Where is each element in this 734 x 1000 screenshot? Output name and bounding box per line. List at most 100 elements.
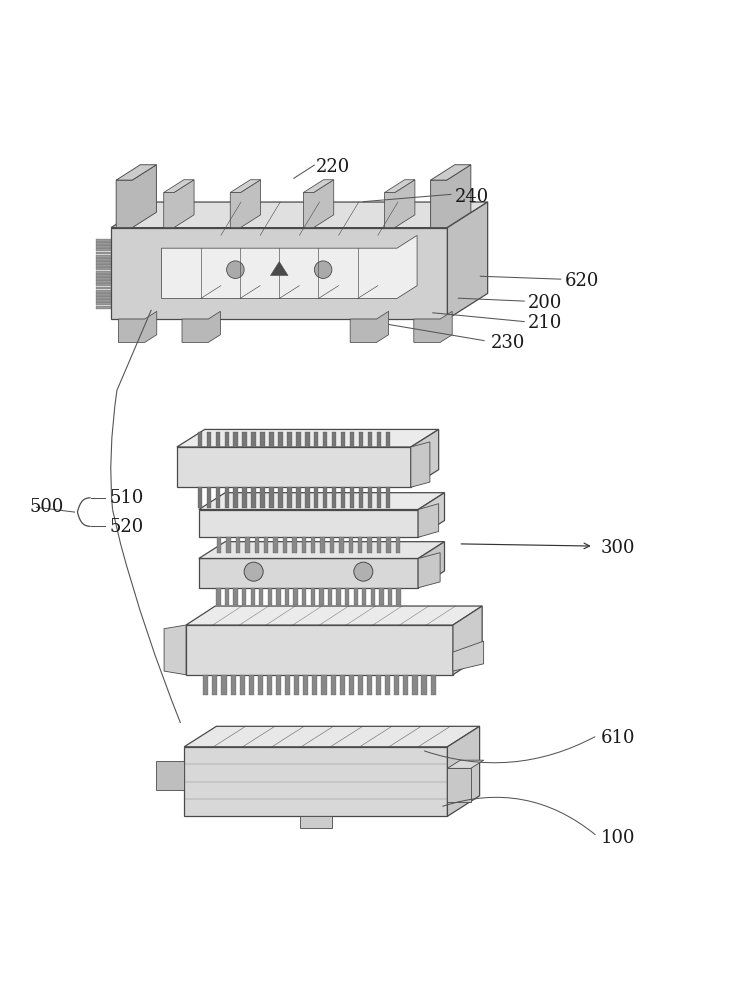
Circle shape xyxy=(314,261,332,278)
Polygon shape xyxy=(394,675,399,695)
Polygon shape xyxy=(267,675,272,695)
Polygon shape xyxy=(377,537,381,553)
Polygon shape xyxy=(212,675,217,695)
Polygon shape xyxy=(164,180,194,228)
Polygon shape xyxy=(396,537,400,553)
Polygon shape xyxy=(448,202,487,319)
Polygon shape xyxy=(385,487,390,508)
Polygon shape xyxy=(177,447,411,487)
Polygon shape xyxy=(431,675,436,695)
Text: 100: 100 xyxy=(601,829,636,847)
Polygon shape xyxy=(323,487,327,508)
Polygon shape xyxy=(252,432,255,447)
Text: 300: 300 xyxy=(601,539,636,557)
Polygon shape xyxy=(186,606,482,625)
Polygon shape xyxy=(96,283,111,286)
Polygon shape xyxy=(255,537,259,553)
Polygon shape xyxy=(377,432,381,447)
Text: 510: 510 xyxy=(109,489,144,507)
Polygon shape xyxy=(305,487,310,508)
Polygon shape xyxy=(350,432,355,447)
Polygon shape xyxy=(199,542,445,558)
Polygon shape xyxy=(197,432,202,447)
Text: 220: 220 xyxy=(316,158,350,176)
Polygon shape xyxy=(386,537,390,553)
Polygon shape xyxy=(236,537,240,553)
Polygon shape xyxy=(359,432,363,447)
Polygon shape xyxy=(340,675,345,695)
Polygon shape xyxy=(230,675,236,695)
Polygon shape xyxy=(448,726,479,816)
Polygon shape xyxy=(96,267,111,270)
Polygon shape xyxy=(283,537,287,553)
Polygon shape xyxy=(273,537,277,553)
Polygon shape xyxy=(216,487,220,508)
Polygon shape xyxy=(341,487,345,508)
Polygon shape xyxy=(285,588,289,605)
Polygon shape xyxy=(358,537,363,553)
Polygon shape xyxy=(233,432,238,447)
Polygon shape xyxy=(377,487,381,508)
Polygon shape xyxy=(96,261,111,264)
Polygon shape xyxy=(278,432,283,447)
Polygon shape xyxy=(321,537,325,553)
Text: 230: 230 xyxy=(491,334,526,352)
Polygon shape xyxy=(242,432,247,447)
Polygon shape xyxy=(418,504,439,537)
Polygon shape xyxy=(184,726,479,747)
Polygon shape xyxy=(285,675,290,695)
Circle shape xyxy=(227,261,244,278)
Polygon shape xyxy=(385,180,415,228)
Polygon shape xyxy=(230,180,261,193)
Polygon shape xyxy=(111,228,448,319)
Polygon shape xyxy=(330,537,334,553)
Polygon shape xyxy=(418,553,440,588)
Polygon shape xyxy=(268,588,272,605)
Text: 620: 620 xyxy=(564,272,599,290)
Polygon shape xyxy=(319,588,324,605)
Polygon shape xyxy=(396,588,401,605)
Polygon shape xyxy=(368,487,372,508)
Text: 500: 500 xyxy=(29,498,64,516)
Polygon shape xyxy=(313,675,318,695)
Polygon shape xyxy=(385,180,415,193)
Polygon shape xyxy=(367,675,372,695)
Circle shape xyxy=(244,562,264,581)
Polygon shape xyxy=(96,271,111,274)
Polygon shape xyxy=(453,641,484,671)
Polygon shape xyxy=(292,537,297,553)
Polygon shape xyxy=(294,588,298,605)
Polygon shape xyxy=(225,432,229,447)
Polygon shape xyxy=(111,202,487,228)
Polygon shape xyxy=(305,432,310,447)
Polygon shape xyxy=(448,768,470,802)
Polygon shape xyxy=(323,432,327,447)
Polygon shape xyxy=(203,675,208,695)
Polygon shape xyxy=(453,606,482,675)
Polygon shape xyxy=(250,588,255,605)
Polygon shape xyxy=(164,180,194,193)
Polygon shape xyxy=(350,487,355,508)
Polygon shape xyxy=(339,537,344,553)
Polygon shape xyxy=(388,588,392,605)
Polygon shape xyxy=(184,747,448,816)
Polygon shape xyxy=(264,537,269,553)
Polygon shape xyxy=(164,625,186,675)
Polygon shape xyxy=(259,588,264,605)
Polygon shape xyxy=(96,264,111,267)
Polygon shape xyxy=(216,432,220,447)
Polygon shape xyxy=(161,235,417,298)
Polygon shape xyxy=(311,537,316,553)
Polygon shape xyxy=(225,487,229,508)
Polygon shape xyxy=(242,588,247,605)
Polygon shape xyxy=(278,487,283,508)
Polygon shape xyxy=(269,432,274,447)
Polygon shape xyxy=(330,675,335,695)
Polygon shape xyxy=(328,588,333,605)
Polygon shape xyxy=(418,542,445,588)
Text: 240: 240 xyxy=(455,188,489,206)
Polygon shape xyxy=(296,487,300,508)
Polygon shape xyxy=(96,296,111,299)
Polygon shape xyxy=(411,429,439,487)
Polygon shape xyxy=(96,277,111,280)
